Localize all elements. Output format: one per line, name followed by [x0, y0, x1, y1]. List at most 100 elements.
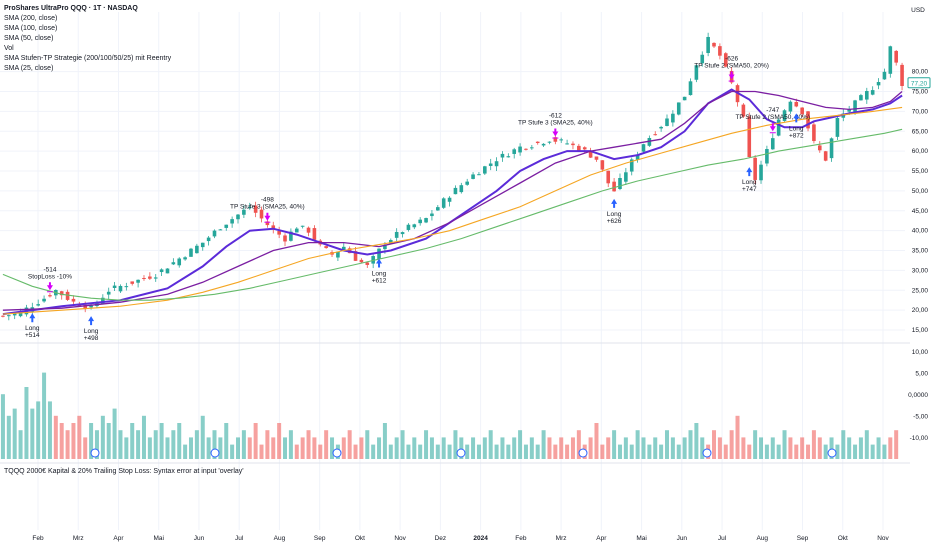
volume-bar [559, 437, 564, 459]
volume-bar [388, 444, 393, 459]
chart-title[interactable]: ProShares UltraPro QQQ · 1T · NASDAQ [4, 5, 138, 12]
candle-body [477, 174, 481, 176]
indicator-strategy[interactable]: SMA Stufen-TP Strategie (200/100/50/25) … [4, 55, 172, 62]
candle-body [394, 231, 399, 238]
tp-arrow-icon [264, 212, 271, 221]
candle-body [453, 187, 458, 195]
volume-bar [447, 444, 452, 459]
candle-body [776, 119, 781, 136]
candle-body [195, 245, 199, 254]
volume-bar [159, 423, 164, 459]
volume-bar [547, 437, 552, 459]
volume-bar [271, 437, 276, 459]
price-tick-label: 15,00 [912, 327, 929, 334]
volume-bar [253, 423, 258, 459]
volume-bar [535, 444, 540, 459]
time-axis[interactable]: Feb Mrz Apr Mai Jun Jul Aug Sep Okt Nov Dez 2024 Feb… [32, 535, 889, 542]
volume-bar [694, 423, 699, 459]
candle-body [682, 96, 687, 101]
candle-body [882, 71, 887, 80]
volume-bar [53, 415, 58, 459]
volume-bar [723, 444, 728, 459]
indicator-sma25[interactable]: SMA (25, close) [4, 65, 54, 72]
candle-body [582, 147, 587, 150]
price-series [1, 32, 904, 321]
volume-bar [59, 423, 64, 459]
sma-line [2, 90, 903, 311]
volume-bar [347, 430, 352, 459]
candle-body [418, 219, 422, 224]
volume-bar [600, 444, 605, 459]
price-tick-label: 20,00 [912, 307, 929, 314]
time-tick-label: Nov [394, 535, 406, 542]
candle-body [571, 143, 575, 146]
indicator-sma100[interactable]: SMA (100, close) [4, 25, 58, 32]
candle-body [765, 149, 769, 164]
volume-bar [594, 423, 599, 459]
volume-bar [147, 437, 152, 459]
trade-label-amount: +747 [742, 186, 757, 193]
volume-tick-label: -5,00 [913, 414, 928, 421]
volume-bar [776, 444, 781, 459]
volume-bar [606, 437, 611, 459]
volume-bar [565, 444, 570, 459]
volume-bar [518, 430, 523, 459]
volume-bar [506, 444, 511, 459]
volume-bar [212, 430, 217, 459]
candle-body [641, 144, 646, 152]
volume-bar [6, 415, 11, 459]
last-price-tag: 77,20 [907, 77, 931, 89]
volume-bar [806, 444, 811, 459]
volume-bar [794, 444, 799, 459]
indicator-sma200[interactable]: SMA (200, close) [4, 15, 58, 22]
tp-arrow-icon [46, 282, 53, 291]
volume-bar [858, 437, 863, 459]
candle-body [535, 141, 540, 144]
volume-bar [853, 444, 858, 459]
volume-bar [324, 430, 329, 459]
volume-bar [523, 444, 528, 459]
volume-bar [288, 430, 293, 459]
volume-tick-label: 0,0000 [908, 392, 928, 399]
volume-bar [42, 372, 47, 459]
trade-label-long: Long [84, 328, 99, 335]
volume-bar [894, 430, 899, 459]
indicator-sma50[interactable]: SMA (50, close) [4, 35, 54, 42]
volume-bar [676, 444, 681, 459]
volume-bar [482, 437, 487, 459]
volume-bar [171, 430, 176, 459]
time-tick-label: Mrz [73, 535, 84, 542]
candle-body [424, 218, 428, 223]
volume-bar [47, 401, 52, 459]
candle-body [12, 312, 17, 316]
volume-bar [494, 444, 499, 459]
sma-line [2, 128, 903, 301]
trade-label-reason: TP Stufe 3 (SMA25, 40%) [230, 204, 305, 211]
price-axis[interactable]: USD 80,00 75,00 70,00 65,00 60,00 55,00 50,00 45… [911, 7, 928, 334]
candle-body [136, 279, 140, 283]
volume-bar [612, 430, 617, 459]
volume-bar [829, 437, 834, 459]
trade-label-reason: TP Stufe 2 (SMA50, 20%) [735, 114, 810, 121]
candle-body [341, 246, 346, 251]
volume-bar [294, 444, 299, 459]
candle-body [876, 82, 881, 86]
candle-body [242, 209, 246, 215]
time-tick-label: Aug [756, 535, 768, 542]
long-arrow-icon [29, 313, 36, 323]
volume-bar [429, 437, 434, 459]
volume-bar [870, 444, 875, 459]
candle-body [177, 258, 182, 266]
volume-bar [359, 437, 364, 459]
candle-body [294, 228, 299, 233]
candle-body [171, 262, 176, 265]
indicator-vol[interactable]: Vol [4, 45, 14, 52]
volume-bar [206, 437, 211, 459]
volume-bar [688, 430, 693, 459]
candle-body [788, 101, 793, 112]
volume-bar [230, 444, 235, 459]
candle-body [577, 145, 581, 151]
volume-bar [247, 437, 252, 459]
volume-bar [576, 430, 581, 459]
